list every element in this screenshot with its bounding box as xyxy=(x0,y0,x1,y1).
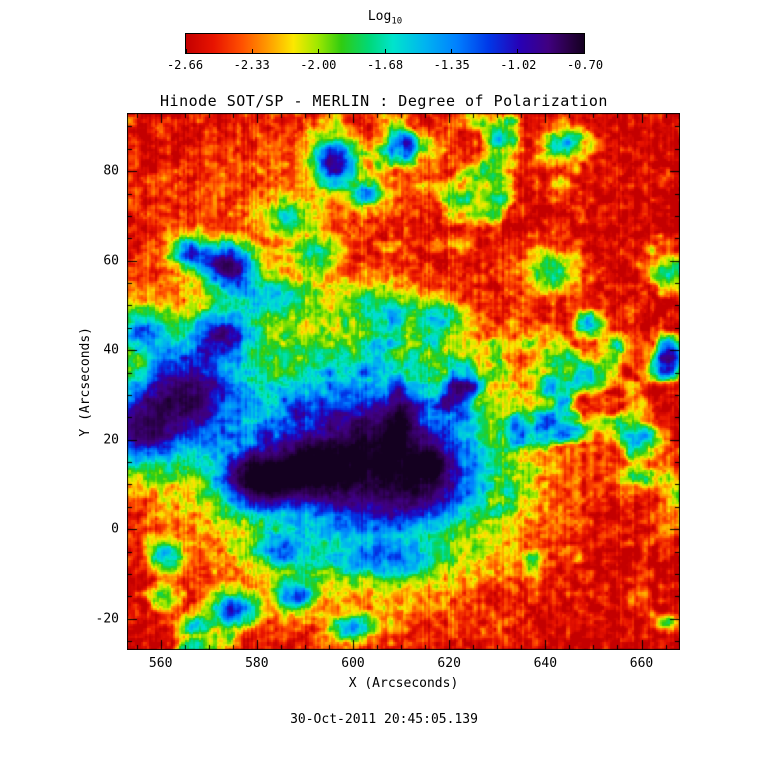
x-axis-tick-labels: 560 580 600 620 640 660 xyxy=(127,656,680,671)
colorbar-tick xyxy=(318,49,320,53)
y-tick-label: 80 xyxy=(103,163,119,179)
colorbar-title: Log10 xyxy=(185,9,585,27)
colorbar-tick xyxy=(185,49,187,53)
chart-title: Hinode SOT/SP - MERLIN : Degree of Polar… xyxy=(160,92,608,110)
colorbar-tick xyxy=(384,49,386,53)
x-tick-label: 620 xyxy=(437,656,461,671)
x-tick-label: 560 xyxy=(148,656,173,671)
plot-area xyxy=(127,113,680,650)
colorbar-tick-label: -0.70 xyxy=(566,58,604,72)
colorbar-tick xyxy=(583,49,585,53)
timestamp-caption: 30-Oct-2011 20:45:05.139 xyxy=(290,712,478,727)
colorbar-title-text: Log xyxy=(367,9,392,24)
x-tick-label: 640 xyxy=(533,656,558,671)
y-tick-label: 60 xyxy=(103,253,119,269)
colorbar-tick-label: -2.00 xyxy=(300,58,337,72)
colorbar-tick-label: -2.66 xyxy=(166,58,204,72)
colorbar-tick-label: -1.35 xyxy=(433,58,470,72)
colorbar-title-subscript: 10 xyxy=(391,16,403,27)
colorbar-tick-label: -2.33 xyxy=(233,58,270,72)
y-tick-label: 20 xyxy=(103,432,119,448)
y-axis-label-wrap: Y (Arcseconds) xyxy=(76,113,94,650)
y-axis-tick-labels: -20 0 20 40 60 80 xyxy=(57,113,119,650)
colorbar-tick xyxy=(251,49,253,53)
y-tick-label: -20 xyxy=(95,611,119,627)
x-axis-label: X (Arcseconds) xyxy=(348,676,459,691)
x-tick-label: 600 xyxy=(341,656,365,671)
y-tick-label: 40 xyxy=(103,342,119,358)
y-axis-label: Y (Arcseconds) xyxy=(77,326,93,437)
colorbar-tick xyxy=(450,49,452,53)
colorbar-tick-label: -1.68 xyxy=(366,58,404,72)
colorbar-tick-label: -1.02 xyxy=(500,58,537,72)
heatmap-canvas xyxy=(127,113,680,650)
x-tick-label: 660 xyxy=(629,656,654,671)
colorbar-gradient xyxy=(185,33,585,54)
colorbar-tick-labels: -2.66 -2.33 -2.00 -1.68 -1.35 -1.02 -0.70 xyxy=(167,58,603,73)
colorbar-tick xyxy=(517,49,519,53)
x-tick-label: 580 xyxy=(245,656,269,671)
y-tick-label: 0 xyxy=(111,521,119,537)
